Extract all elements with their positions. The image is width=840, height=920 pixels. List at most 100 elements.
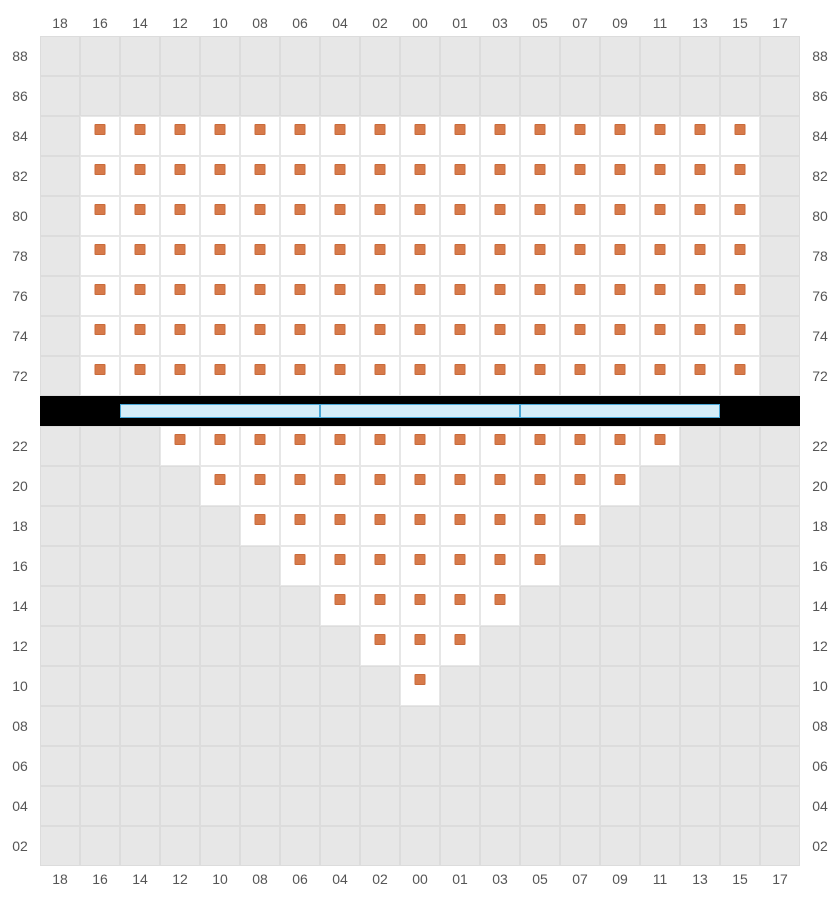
seat-slot[interactable] — [520, 156, 560, 196]
seat-slot[interactable] — [320, 546, 360, 586]
seat-slot[interactable] — [600, 316, 640, 356]
seat-slot[interactable] — [400, 426, 440, 466]
seat-slot[interactable] — [400, 666, 440, 706]
seat-slot[interactable] — [440, 506, 480, 546]
seat-slot[interactable] — [400, 466, 440, 506]
seat-slot[interactable] — [600, 466, 640, 506]
seat-slot[interactable] — [480, 466, 520, 506]
seat-slot[interactable] — [400, 356, 440, 396]
seat-slot[interactable] — [200, 116, 240, 156]
seat-slot[interactable] — [320, 506, 360, 546]
seat-slot[interactable] — [280, 156, 320, 196]
seat-slot[interactable] — [640, 276, 680, 316]
seat-slot[interactable] — [280, 196, 320, 236]
seat-slot[interactable] — [160, 236, 200, 276]
seat-slot[interactable] — [440, 116, 480, 156]
seat-slot[interactable] — [160, 356, 200, 396]
seat-slot[interactable] — [160, 156, 200, 196]
seat-slot[interactable] — [720, 156, 760, 196]
seat-slot[interactable] — [560, 426, 600, 466]
seat-slot[interactable] — [120, 276, 160, 316]
seat-slot[interactable] — [120, 356, 160, 396]
seat-slot[interactable] — [160, 316, 200, 356]
seat-slot[interactable] — [440, 546, 480, 586]
seat-slot[interactable] — [640, 236, 680, 276]
seat-slot[interactable] — [320, 236, 360, 276]
seat-slot[interactable] — [280, 546, 320, 586]
seat-slot[interactable] — [320, 356, 360, 396]
seat-slot[interactable] — [560, 506, 600, 546]
seat-slot[interactable] — [680, 196, 720, 236]
seat-slot[interactable] — [440, 466, 480, 506]
seat-slot[interactable] — [640, 156, 680, 196]
seat-slot[interactable] — [440, 276, 480, 316]
seat-slot[interactable] — [560, 156, 600, 196]
seat-slot[interactable] — [400, 156, 440, 196]
seat-slot[interactable] — [240, 426, 280, 466]
seat-slot[interactable] — [160, 276, 200, 316]
seat-slot[interactable] — [200, 426, 240, 466]
seat-slot[interactable] — [400, 236, 440, 276]
seat-slot[interactable] — [360, 466, 400, 506]
seat-slot[interactable] — [400, 546, 440, 586]
seat-slot[interactable] — [520, 356, 560, 396]
seat-slot[interactable] — [280, 506, 320, 546]
seat-slot[interactable] — [480, 426, 520, 466]
seat-slot[interactable] — [480, 236, 520, 276]
seat-slot[interactable] — [200, 236, 240, 276]
seat-slot[interactable] — [680, 356, 720, 396]
seat-slot[interactable] — [240, 506, 280, 546]
seat-slot[interactable] — [680, 156, 720, 196]
seat-slot[interactable] — [720, 236, 760, 276]
seat-slot[interactable] — [520, 116, 560, 156]
seat-slot[interactable] — [280, 316, 320, 356]
seat-slot[interactable] — [560, 276, 600, 316]
seat-slot[interactable] — [480, 116, 520, 156]
seat-slot[interactable] — [600, 426, 640, 466]
seat-slot[interactable] — [600, 356, 640, 396]
seat-slot[interactable] — [120, 316, 160, 356]
seat-slot[interactable] — [80, 316, 120, 356]
seat-slot[interactable] — [360, 626, 400, 666]
seat-slot[interactable] — [440, 626, 480, 666]
seat-slot[interactable] — [360, 586, 400, 626]
seat-slot[interactable] — [160, 116, 200, 156]
seat-slot[interactable] — [640, 426, 680, 466]
seat-slot[interactable] — [160, 196, 200, 236]
seat-slot[interactable] — [440, 426, 480, 466]
seat-slot[interactable] — [120, 156, 160, 196]
seat-slot[interactable] — [560, 196, 600, 236]
seat-slot[interactable] — [600, 276, 640, 316]
seat-slot[interactable] — [200, 356, 240, 396]
seat-slot[interactable] — [240, 116, 280, 156]
seat-slot[interactable] — [240, 316, 280, 356]
seat-slot[interactable] — [200, 466, 240, 506]
seat-slot[interactable] — [400, 316, 440, 356]
seat-slot[interactable] — [280, 276, 320, 316]
seat-slot[interactable] — [720, 316, 760, 356]
seat-slot[interactable] — [440, 586, 480, 626]
seat-slot[interactable] — [400, 586, 440, 626]
seat-slot[interactable] — [280, 426, 320, 466]
seat-slot[interactable] — [720, 196, 760, 236]
seat-slot[interactable] — [520, 276, 560, 316]
seat-slot[interactable] — [280, 466, 320, 506]
seat-slot[interactable] — [520, 196, 560, 236]
seat-slot[interactable] — [520, 546, 560, 586]
seat-slot[interactable] — [280, 356, 320, 396]
seat-slot[interactable] — [640, 116, 680, 156]
seat-slot[interactable] — [560, 116, 600, 156]
seat-slot[interactable] — [80, 156, 120, 196]
seat-slot[interactable] — [520, 426, 560, 466]
seat-slot[interactable] — [680, 116, 720, 156]
seat-slot[interactable] — [680, 316, 720, 356]
seat-slot[interactable] — [400, 116, 440, 156]
seat-slot[interactable] — [520, 316, 560, 356]
seat-slot[interactable] — [360, 236, 400, 276]
seat-slot[interactable] — [120, 196, 160, 236]
seat-slot[interactable] — [360, 506, 400, 546]
seat-slot[interactable] — [680, 236, 720, 276]
seat-slot[interactable] — [480, 276, 520, 316]
seat-slot[interactable] — [400, 506, 440, 546]
seat-slot[interactable] — [560, 316, 600, 356]
